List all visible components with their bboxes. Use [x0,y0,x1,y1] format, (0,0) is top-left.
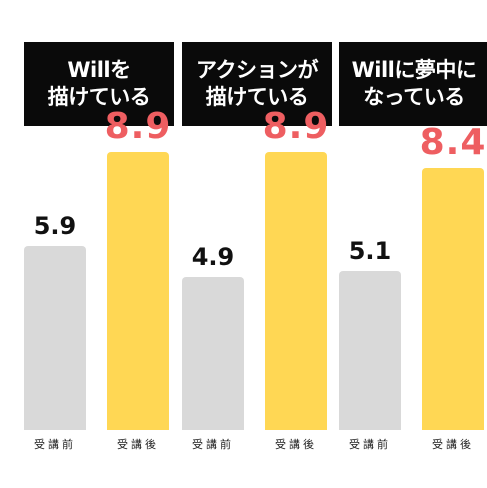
chart-title-line: Willに夢中に [351,58,477,82]
chart-panel: Willに夢中に なっている 5.1 受講前 8.4 受講後 [339,0,487,488]
bar-after [422,167,484,430]
category-label-after: 受講後 [432,438,474,451]
bar-after [107,152,169,430]
chart-title-line: Willを [67,58,131,82]
category-label-before: 受講前 [34,438,76,451]
value-label-after: 8.9 [262,106,330,148]
value-label-before: 5.9 [33,211,77,240]
category-label-after: 受講後 [117,438,159,451]
chart-title-line: 描けている [47,85,151,109]
bar-after [265,152,327,430]
bar-before [24,245,86,430]
value-label-before: 4.9 [191,243,235,272]
bar-before [182,277,244,430]
category-label-after: 受講後 [275,438,317,451]
chart-title-line: なっている [363,85,465,109]
chart-title-box: Willを描けている [24,42,174,126]
chart-title-box: Willに夢中に なっている [339,42,487,126]
value-label-before: 5.1 [348,236,392,265]
chart-panel: アクションが 描けている 4.9 受講前 8.9 受講後 [182,0,332,488]
chart-title-line: アクションが [196,58,318,82]
value-label-after: 8.9 [104,106,172,148]
category-label-before: 受講前 [192,438,234,451]
chart-panel: Willを描けている 5.9 受講前 8.9 受講後 [24,0,174,488]
value-label-after: 8.4 [419,121,487,163]
category-label-before: 受講前 [349,438,391,451]
bar-before [339,270,401,430]
chart-title-box: アクションが 描けている [182,42,332,126]
chart-title-line: 描けている [205,85,309,109]
